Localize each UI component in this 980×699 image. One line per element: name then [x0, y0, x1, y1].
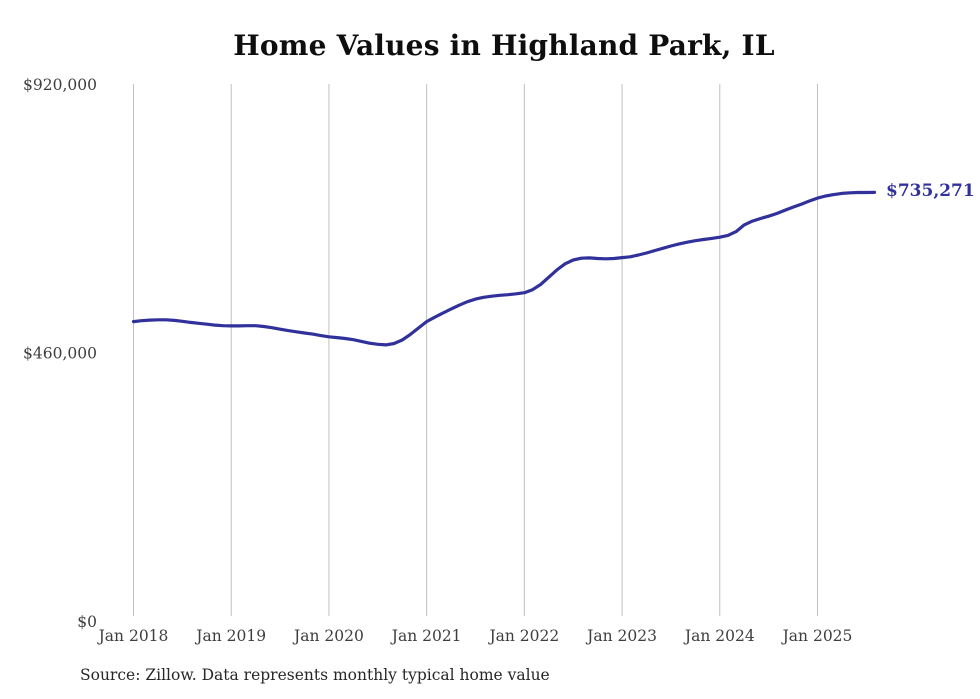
- latest-value-label: $735,271: [886, 181, 975, 201]
- x-tick-label: Jan 2021: [390, 627, 462, 645]
- chart-title: Home Values in Highland Park, IL: [233, 29, 775, 62]
- x-tick-label: Jan 2023: [585, 627, 657, 645]
- source-note: Source: Zillow. Data represents monthly …: [80, 666, 550, 684]
- y-tick-label: $920,000: [23, 76, 97, 94]
- y-tick-label: $460,000: [23, 345, 97, 363]
- y-tick-label: $0: [77, 613, 97, 631]
- x-tick-label: Jan 2025: [781, 627, 853, 645]
- x-tick-label: Jan 2020: [292, 627, 364, 645]
- x-tick-label: Jan 2019: [194, 627, 266, 645]
- x-tick-label: Jan 2018: [97, 627, 169, 645]
- x-tick-label: Jan 2022: [487, 627, 559, 645]
- home-value-line: [131, 190, 877, 347]
- x-tick-label: Jan 2024: [683, 627, 755, 645]
